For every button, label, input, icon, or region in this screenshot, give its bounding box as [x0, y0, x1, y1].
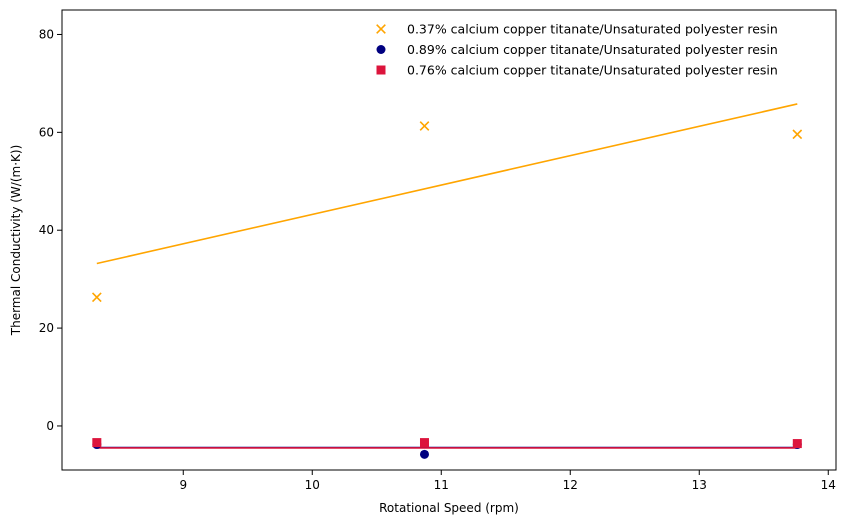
- y-tick-label: 0: [46, 419, 54, 433]
- legend-marker: [376, 45, 386, 54]
- y-tick-label: 20: [39, 321, 54, 335]
- x-axis-label: Rotational Speed (rpm): [379, 501, 519, 515]
- legend-entry: 0.76% calcium copper titanate/Unsaturate…: [376, 63, 778, 78]
- y-tick-label: 60: [39, 125, 54, 139]
- data-point-series-3: [792, 439, 802, 449]
- legend-marker: [376, 24, 386, 34]
- y-axis-ticks: 0 20 40 60 80: [39, 27, 62, 433]
- plot-area: [62, 10, 836, 470]
- data-point-series-1: [792, 129, 803, 140]
- trend-line-series-1: [96, 103, 798, 265]
- legend-label: 0.89% calcium copper titanate/Unsaturate…: [407, 42, 778, 57]
- legend-marker: [376, 65, 386, 75]
- data-point-series-3: [419, 438, 429, 448]
- legend-entry: 0.37% calcium copper titanate/Unsaturate…: [376, 22, 778, 37]
- x-tick-label: 11: [434, 478, 449, 492]
- data-point-series-1: [91, 292, 102, 303]
- plot-frame: [61, 9, 837, 471]
- x-tick-label: 12: [563, 478, 578, 492]
- legend: 0.37% calcium copper titanate/Unsaturate…: [376, 22, 778, 78]
- data-point-series-3: [92, 438, 102, 448]
- x-tick-label: 13: [692, 478, 707, 492]
- data-point-series-2: [419, 449, 429, 459]
- x-tick-label: 14: [821, 478, 836, 492]
- x-tick-label: 9: [179, 478, 187, 492]
- x-axis-ticks: 9 10 11 12 13 14: [179, 470, 836, 492]
- x-tick-label: 10: [305, 478, 320, 492]
- y-axis-label: Thermal Conductivity (W/(m·K)): [9, 145, 23, 336]
- data-points: [91, 121, 803, 459]
- trend-lines: [96, 103, 798, 449]
- legend-entry: 0.89% calcium copper titanate/Unsaturate…: [376, 42, 778, 57]
- legend-label: 0.76% calcium copper titanate/Unsaturate…: [407, 63, 778, 78]
- legend-label: 0.37% calcium copper titanate/Unsaturate…: [407, 22, 778, 37]
- data-point-series-1: [419, 121, 430, 131]
- y-tick-label: 40: [39, 223, 54, 237]
- y-tick-label: 80: [39, 27, 54, 41]
